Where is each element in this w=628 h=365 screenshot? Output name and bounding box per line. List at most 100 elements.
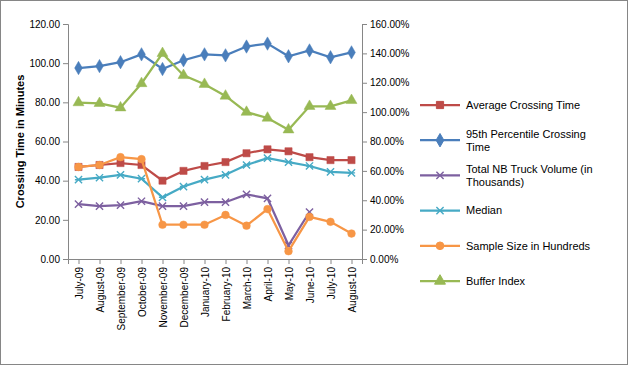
marker xyxy=(138,198,145,205)
tick-label: April-10 xyxy=(263,267,274,302)
tick-label: 60.00 xyxy=(35,136,60,147)
tick-label: 40.00 xyxy=(35,175,60,186)
tick-label: May-10 xyxy=(284,267,295,301)
tick-mark xyxy=(310,259,311,264)
marker xyxy=(306,44,314,57)
marker xyxy=(264,146,271,153)
tick: August-09 xyxy=(95,259,106,313)
marker xyxy=(96,161,103,168)
legend-item: Sample Size in Hundreds xyxy=(420,240,591,252)
tick-label: December-09 xyxy=(179,267,190,328)
marker xyxy=(325,100,336,109)
tick-mark xyxy=(121,259,122,264)
tick: September-09 xyxy=(116,259,127,330)
marker xyxy=(285,158,292,165)
tick-label: 80.00 xyxy=(35,97,60,108)
marker xyxy=(180,54,188,67)
marker xyxy=(346,94,357,103)
tick-label: 120.00 xyxy=(29,19,60,30)
tick-mark xyxy=(268,259,269,264)
line xyxy=(79,53,352,129)
tick-label: July-10 xyxy=(326,267,337,300)
tick-mark xyxy=(362,171,367,172)
tick-label: 0.00 xyxy=(41,254,61,265)
tick-label: 80.00% xyxy=(370,136,404,147)
y-axis: 0.00 20.00 40.00 60.00 80.00 100.00 120.00 xyxy=(29,19,68,265)
tick-mark xyxy=(79,259,80,264)
marker xyxy=(243,161,250,168)
marker xyxy=(117,171,124,178)
tick-label: 140.00% xyxy=(370,48,410,59)
marker xyxy=(348,157,355,164)
line xyxy=(79,149,352,180)
series xyxy=(75,146,355,185)
marker xyxy=(157,47,168,56)
tick-label: February-10 xyxy=(221,267,232,322)
legend-item: Buffer Index xyxy=(420,275,526,287)
marker xyxy=(264,37,272,50)
tick: July-09 xyxy=(74,259,85,299)
tick-mark xyxy=(63,259,68,260)
tick: 100.00 xyxy=(29,58,68,69)
marker xyxy=(201,176,208,183)
tick-mark xyxy=(362,53,367,54)
marker xyxy=(159,221,167,229)
tick-mark xyxy=(63,181,68,182)
y-axis-title: Crossing Time in Minutes xyxy=(14,75,26,209)
tick-mark xyxy=(362,200,367,201)
tick-label: July-09 xyxy=(74,267,85,300)
legend-marker xyxy=(435,275,446,284)
tick-mark xyxy=(184,259,185,264)
tick-mark xyxy=(63,220,68,221)
marker xyxy=(285,148,292,155)
marker xyxy=(73,96,84,105)
tick-mark xyxy=(142,259,143,264)
tick-label: September-09 xyxy=(116,267,127,331)
marker xyxy=(159,177,166,184)
tick-label: November-09 xyxy=(158,267,169,328)
tick-label: 60.00% xyxy=(370,166,404,177)
marker xyxy=(201,199,208,206)
tick: 80.00 xyxy=(35,97,68,108)
marker xyxy=(264,155,271,162)
marker xyxy=(327,51,335,64)
tick: 0.00 xyxy=(41,254,68,265)
series xyxy=(75,153,356,255)
tick-label: January-10 xyxy=(200,267,211,317)
marker xyxy=(304,100,315,109)
tick: October-09 xyxy=(137,259,148,317)
marker xyxy=(117,153,125,161)
tick-label: October-09 xyxy=(137,267,148,317)
line xyxy=(79,157,352,251)
legend-marker xyxy=(436,207,443,214)
marker xyxy=(138,175,145,182)
marker xyxy=(201,48,209,61)
tick: January-10 xyxy=(200,259,211,317)
marker xyxy=(178,69,189,78)
marker xyxy=(180,203,187,210)
chart: 0.00 20.00 40.00 60.00 80.00 100.00 120.000.00… xyxy=(0,0,628,365)
tick: 20.00% xyxy=(362,224,404,235)
marker xyxy=(243,40,251,53)
tick: August-10 xyxy=(347,259,358,313)
tick-label: 20.00 xyxy=(35,215,60,226)
tick-mark xyxy=(331,259,332,264)
marker xyxy=(117,202,124,209)
marker xyxy=(243,150,250,157)
tick: 100.00% xyxy=(362,107,410,118)
tick-mark xyxy=(63,102,68,103)
series xyxy=(75,37,356,76)
marker xyxy=(75,176,82,183)
tick-label: August-09 xyxy=(95,267,106,313)
marker xyxy=(327,168,334,175)
marker xyxy=(222,211,230,219)
tick-label: 100.00 xyxy=(29,58,60,69)
tick-label: 20.00% xyxy=(370,224,404,235)
marker xyxy=(306,213,314,221)
legend-label: Buffer Index xyxy=(466,275,526,287)
y2-axis: 0.00%20.00%40.00%60.00%80.00%100.00%120.… xyxy=(362,19,410,265)
marker xyxy=(220,90,231,99)
tick-label: 120.00% xyxy=(370,77,410,88)
marker xyxy=(264,205,272,213)
tick: April-10 xyxy=(263,259,274,301)
